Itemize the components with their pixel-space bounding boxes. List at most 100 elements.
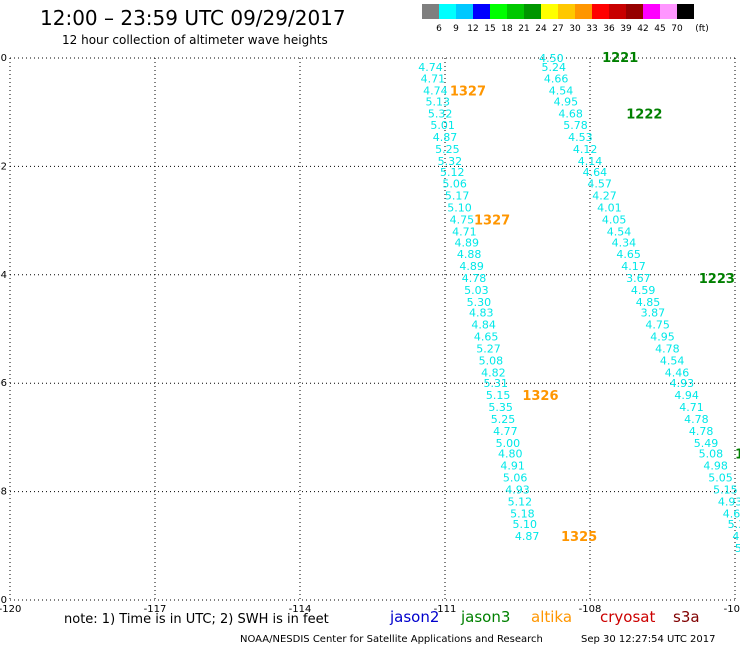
- swh-value: 5.15: [486, 389, 511, 402]
- swh-value: 5.01: [430, 119, 455, 132]
- swh-value: 5.78: [563, 119, 588, 132]
- swh-value: 4.34: [612, 236, 637, 249]
- swh-value: 4.93: [505, 483, 530, 496]
- swh-value: 5.08: [699, 448, 724, 461]
- swh-value: 5.24: [542, 61, 567, 74]
- sat-label-s3a: s3a: [673, 608, 700, 626]
- swh-value: 4.78: [655, 343, 680, 356]
- y-tick-label: -2: [0, 161, 7, 172]
- swh-value: 4.05: [602, 214, 627, 227]
- swh-value: 5.32: [438, 155, 463, 168]
- swh-value: 4.17: [621, 260, 646, 273]
- legend-swatch: [507, 4, 524, 19]
- y-tick-label: 0: [1, 53, 7, 64]
- swh-value: 4.93: [718, 495, 740, 508]
- swh-value: 4.94: [674, 389, 699, 402]
- legend-label: 12: [467, 24, 479, 34]
- swh-value: 5.35: [488, 401, 513, 414]
- time-label: 1222: [626, 107, 662, 122]
- swh-value: 4.54: [660, 354, 685, 367]
- sat-label-cryosat: cryosat: [600, 608, 656, 626]
- swh-value: 5.00: [496, 437, 521, 450]
- swh-value: 4.68: [723, 507, 740, 520]
- legend-label: 21: [518, 24, 530, 34]
- legend-swatch: [609, 4, 626, 19]
- legend-unit: (ft): [695, 24, 709, 34]
- page-subtitle: 12 hour collection of altimeter wave hei…: [62, 33, 328, 47]
- swh-value: 4.82: [481, 366, 506, 379]
- swh-value: 5.27: [476, 343, 501, 356]
- time-label: 1327: [450, 85, 486, 100]
- swh-value: 4.65: [474, 331, 499, 344]
- swh-value: 4.75: [450, 214, 475, 227]
- y-tick-label: -6: [0, 378, 7, 389]
- x-tick-label: -117: [144, 604, 167, 615]
- legend-swatch: [422, 4, 439, 19]
- legend-label: 30: [569, 24, 581, 34]
- swh-value: 5.10: [513, 518, 538, 531]
- swh-value: 4.46: [665, 366, 690, 379]
- sat-label-altika: altika: [531, 608, 573, 626]
- swh-value: 4.78: [684, 413, 709, 426]
- time-label: 1326: [522, 389, 558, 404]
- legend-label: 18: [501, 24, 513, 34]
- page-title: 12:00 – 23:59 UTC 09/29/2017: [40, 6, 346, 30]
- legend-swatch: [524, 4, 541, 19]
- generation-timestamp: Sep 30 12:27:54 UTC 2017: [581, 634, 716, 645]
- legend-swatch: [592, 4, 609, 19]
- x-tick-label: -105: [724, 604, 740, 615]
- y-tick-label: -10: [0, 595, 7, 606]
- time-label: 1223: [699, 272, 735, 287]
- swh-value: 4.71: [679, 401, 704, 414]
- swh-value: 4.95: [554, 95, 579, 108]
- swh-value: 4.01: [597, 202, 622, 215]
- footer-note: note: 1) Time is in UTC; 2) SWH is in fe…: [64, 612, 329, 627]
- swh-value: 4.88: [457, 248, 482, 261]
- swh-value: 4.98: [703, 460, 728, 473]
- swh-value: 4.65: [616, 248, 641, 261]
- swh-value: 3.87: [641, 307, 666, 320]
- swh-value: 4.99: [732, 530, 740, 543]
- swh-value: 4.93: [670, 377, 695, 390]
- legend-swatch: [677, 4, 694, 19]
- legend-swatch: [541, 4, 558, 19]
- swh-value: 5.25: [491, 413, 516, 426]
- legend-swatch: [626, 4, 643, 19]
- legend-swatch: [660, 4, 677, 19]
- swh-value: 4.91: [500, 460, 525, 473]
- legend-label: 6: [436, 24, 442, 34]
- swh-value: 5.39: [728, 518, 740, 531]
- swh-value: 5.49: [694, 437, 719, 450]
- swh-value: 4.89: [459, 260, 484, 273]
- swh-value: 4.77: [493, 425, 518, 438]
- y-tick-label: -8: [0, 487, 7, 498]
- legend-swatch: [643, 4, 660, 19]
- swh-value: 5.32: [428, 107, 453, 120]
- legend-label: 27: [552, 24, 564, 34]
- swh-value: 5.06: [503, 472, 528, 485]
- credit-text: NOAA/NESDIS Center for Satellite Applica…: [240, 634, 543, 645]
- swh-value: 4.71: [421, 73, 446, 86]
- sat-label-jason3: jason3: [461, 608, 511, 626]
- legend-label: 15: [484, 24, 496, 34]
- swh-value: 5.25: [435, 143, 460, 156]
- swh-value: 5.31: [484, 377, 509, 390]
- swh-value: 3.67: [626, 272, 651, 285]
- swh-value: 4.78: [462, 272, 487, 285]
- swh-value: 4.78: [689, 425, 714, 438]
- x-tick-label: -120: [0, 604, 21, 615]
- swh-value: 5.08: [479, 354, 504, 367]
- swh-value: 5.03: [464, 284, 489, 297]
- swh-value: 4.68: [558, 107, 583, 120]
- swh-value: 4.64: [583, 166, 608, 179]
- legend-label: 42: [637, 24, 649, 34]
- swh-value: 5.18: [510, 507, 535, 520]
- swh-value: 4.12: [573, 143, 598, 156]
- time-label: 1327: [474, 214, 510, 229]
- legend-swatch: [473, 4, 490, 19]
- swh-value: 4.27: [592, 190, 617, 203]
- legend-label: 9: [453, 24, 459, 34]
- time-label: 1325: [561, 530, 597, 545]
- swh-value: 5.17: [735, 542, 740, 555]
- swh-value: 4.57: [587, 178, 612, 191]
